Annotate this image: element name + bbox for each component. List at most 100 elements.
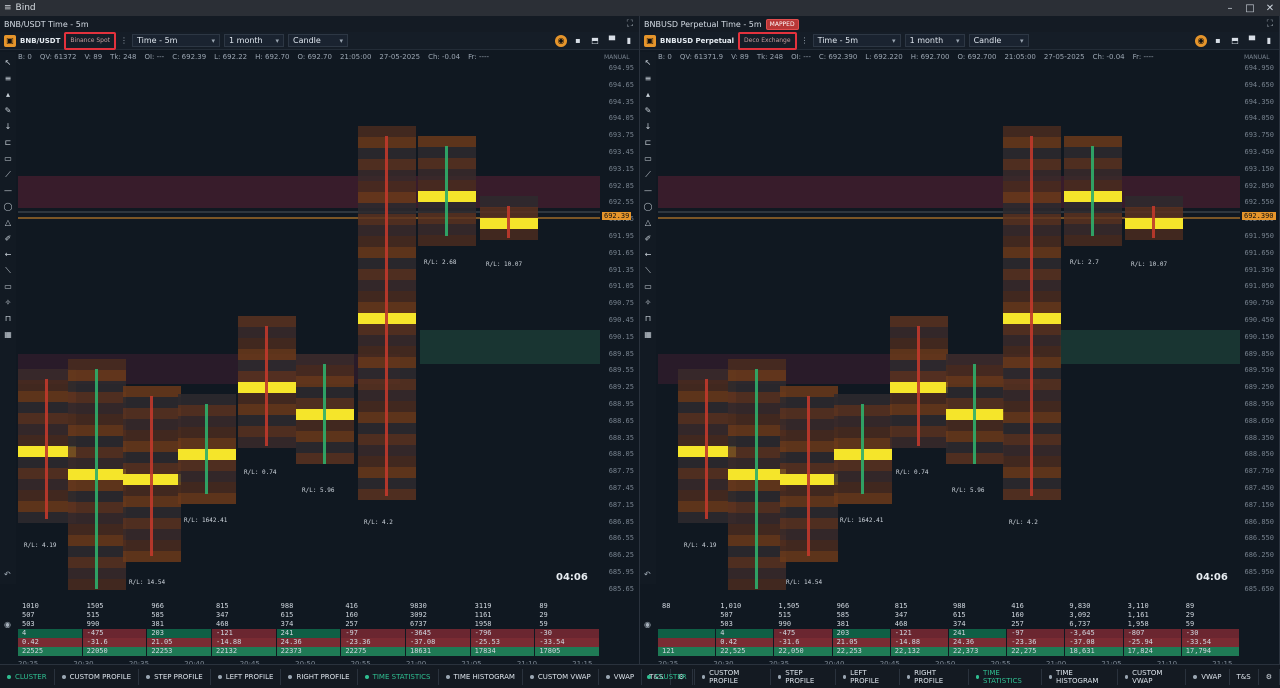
tab-right-cluster[interactable]: CLUSTER — [640, 669, 695, 685]
panel-icon[interactable]: ▮ — [1266, 36, 1272, 45]
trendline-icon[interactable]: ⟋ — [5, 169, 11, 179]
tab-right-vwap[interactable]: VWAP — [1186, 669, 1230, 685]
lasso-icon[interactable]: ◯ — [643, 202, 653, 211]
tab-custom-profile[interactable]: CUSTOM PROFILE — [55, 668, 140, 685]
tab-right-t-s[interactable]: T&S — [1230, 669, 1259, 685]
tab-step-profile[interactable]: STEP PROFILE — [139, 668, 211, 685]
triangle-icon[interactable]: △ — [4, 218, 12, 227]
save-icon[interactable]: ⬒ — [1231, 36, 1239, 45]
manual-label[interactable]: MANUAL — [604, 54, 630, 61]
rl-label: R/L: 2.7 — [1070, 259, 1099, 266]
exchange-field[interactable]: Deco Exchange — [738, 31, 797, 50]
magnet-icon[interactable]: ⊓ — [644, 314, 652, 323]
camera-icon[interactable]: ▪ — [1215, 36, 1221, 45]
broadcast-icon[interactable]: ◉ — [555, 34, 567, 47]
hline-icon[interactable]: — — [644, 186, 652, 195]
layers-icon[interactable]: ≡ — [644, 74, 652, 83]
rectangle-icon[interactable]: ▭ — [644, 282, 652, 291]
brush-icon[interactable]: ✐ — [644, 234, 652, 243]
tab-right-time-histogram[interactable]: TIME HISTOGRAM — [1042, 669, 1118, 685]
brush-icon[interactable]: ✐ — [4, 234, 12, 243]
more-options-icon[interactable]: ⋮ — [800, 36, 809, 45]
grid-icon[interactable]: ▦ — [4, 330, 12, 339]
display-icon[interactable]: ▭ — [4, 154, 12, 163]
tab-right-custom-vwap[interactable]: CUSTOM VWAP — [1118, 669, 1187, 685]
timeframe-select[interactable]: Time - 5m ▾ — [132, 34, 221, 47]
tab-right-right-profile[interactable]: RIGHT PROFILE — [900, 669, 969, 685]
broadcast-icon[interactable]: ◉ — [1195, 34, 1207, 47]
tab-t-s[interactable]: T&S — [642, 668, 672, 685]
range-select[interactable]: 1 month ▾ — [224, 34, 285, 47]
tab-right-time-statistics[interactable]: TIME STATISTICS — [969, 669, 1042, 685]
chart_type-select[interactable]: Candle ▾ — [968, 34, 1029, 47]
timeframe-select[interactable]: Time - 5m ▾ — [812, 34, 901, 47]
minimize-icon[interactable]: – — [1227, 2, 1233, 14]
tab-right-step-profile[interactable]: STEP PROFILE — [771, 669, 836, 685]
download-icon[interactable]: ↓ — [4, 122, 12, 131]
stat-cell: 1,161 — [1127, 611, 1149, 619]
fullscreen-icon[interactable]: ⛶ — [626, 19, 633, 29]
eye-icon[interactable]: ◉ — [4, 620, 11, 629]
tab-time-histogram[interactable]: TIME HISTOGRAM — [439, 668, 523, 685]
fullscreen-icon[interactable]: ⛶ — [1266, 19, 1273, 29]
gear-icon[interactable]: ⚙ — [1259, 669, 1280, 685]
arrow-icon[interactable]: ← — [644, 250, 652, 259]
layout-icon[interactable]: ▀ — [1248, 36, 1256, 45]
tab-custom-vwap[interactable]: CUSTOM VWAP — [523, 668, 599, 685]
lasso-icon[interactable]: ◯ — [3, 202, 13, 211]
camera-icon[interactable]: ▪ — [575, 36, 581, 45]
eraser-icon[interactable]: ✧ — [4, 298, 12, 307]
symbol-label[interactable]: BNB/USDT — [20, 36, 61, 45]
cursor-icon[interactable]: ↖ — [644, 58, 652, 67]
save-icon[interactable]: ⬒ — [591, 36, 599, 45]
pencil-icon[interactable]: ✎ — [644, 106, 652, 115]
bell-icon[interactable]: ▴ — [5, 90, 10, 99]
ruler-icon[interactable]: ⟍ — [5, 265, 11, 275]
tab-right-custom-profile[interactable]: CUSTOM PROFILE — [695, 669, 771, 685]
bracket-icon[interactable]: ⊏ — [644, 138, 652, 147]
arrow-icon[interactable]: ← — [4, 250, 12, 259]
range-select[interactable]: 1 month ▾ — [904, 34, 965, 47]
tab-vwap[interactable]: VWAP — [599, 668, 643, 685]
undo-icon[interactable]: ↶ — [644, 570, 651, 579]
eye-icon[interactable]: ◉ — [644, 620, 651, 629]
footprint-cell — [678, 369, 736, 380]
eraser-icon[interactable]: ✧ — [644, 298, 652, 307]
bracket-icon[interactable]: ⊏ — [4, 138, 12, 147]
gear-icon[interactable]: ⚙ — [671, 668, 693, 685]
more-options-icon[interactable]: ⋮ — [120, 36, 129, 45]
cursor-icon[interactable]: ↖ — [4, 58, 12, 67]
layout-icon[interactable]: ▀ — [608, 36, 616, 45]
display-icon[interactable]: ▭ — [644, 154, 652, 163]
tab-cluster[interactable]: CLUSTER — [0, 668, 55, 685]
undo-icon[interactable]: ↶ — [4, 570, 11, 579]
panel-icon[interactable]: ▮ — [626, 36, 632, 45]
tab-label: T&S — [1236, 673, 1251, 681]
instrument-icon[interactable]: ▣ — [644, 34, 656, 47]
current-price-label: 692.39 — [602, 212, 632, 220]
tab-label: STEP PROFILE — [785, 669, 815, 685]
instrument-icon[interactable]: ▣ — [4, 34, 16, 47]
rectangle-icon[interactable]: ▭ — [4, 282, 12, 291]
trendline-icon[interactable]: ⟋ — [645, 169, 651, 179]
triangle-icon[interactable]: △ — [644, 218, 652, 227]
hline-icon[interactable]: — — [4, 186, 12, 195]
maximize-icon[interactable]: □ — [1245, 2, 1255, 14]
grid-icon[interactable]: ▦ — [644, 330, 652, 339]
exchange-field[interactable]: Binance Spot — [64, 31, 117, 50]
ruler-icon[interactable]: ⟍ — [645, 265, 651, 275]
tab-right-left-profile[interactable]: LEFT PROFILE — [836, 669, 900, 685]
download-icon[interactable]: ↓ — [644, 122, 652, 131]
close-icon[interactable]: ✕ — [1265, 2, 1275, 14]
pencil-icon[interactable]: ✎ — [4, 106, 12, 115]
menu-icon[interactable]: ≡ — [4, 3, 12, 13]
bell-icon[interactable]: ▴ — [645, 90, 650, 99]
tab-left-profile[interactable]: LEFT PROFILE — [211, 668, 282, 685]
magnet-icon[interactable]: ⊓ — [4, 314, 12, 323]
manual-label[interactable]: MANUAL — [1244, 54, 1270, 61]
tab-right-profile[interactable]: RIGHT PROFILE — [281, 668, 358, 685]
symbol-label[interactable]: BNBUSD Perpetual — [660, 36, 735, 45]
tab-time-statistics[interactable]: TIME STATISTICS — [358, 668, 439, 685]
layers-icon[interactable]: ≡ — [4, 74, 12, 83]
chart_type-select[interactable]: Candle ▾ — [288, 34, 349, 47]
